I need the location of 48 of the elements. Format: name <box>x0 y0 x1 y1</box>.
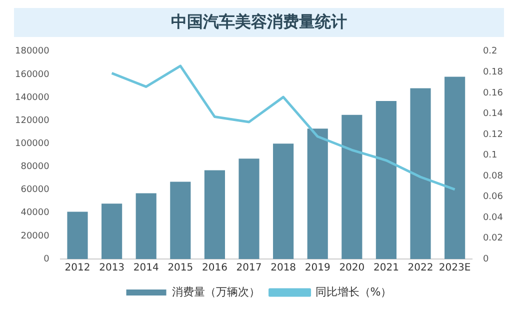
y2-tick-label: 0.2 <box>482 46 498 57</box>
y-tick-label: 120000 <box>14 116 50 126</box>
y-tick-label: 0 <box>44 254 50 264</box>
y-tick-label: 180000 <box>14 46 50 57</box>
y2-tick-label: 0.12 <box>482 130 504 140</box>
x-tick-label: 2018 <box>270 262 296 274</box>
bar <box>136 193 156 259</box>
y2-tick-label: 0.18 <box>482 68 504 78</box>
y2-tick-label: 0 <box>482 254 489 264</box>
y2-tick-label: 0.02 <box>482 234 504 244</box>
bar <box>444 76 466 259</box>
x-tick-label: 2020 <box>339 262 365 274</box>
bar <box>410 88 431 259</box>
y-tick-label: 140000 <box>14 92 50 103</box>
bar <box>204 170 225 259</box>
legend-label: 同比增长（%） <box>315 285 392 298</box>
x-tick-label: 2023E <box>438 262 471 274</box>
x-tick-label: 2016 <box>202 262 228 274</box>
y-tick-label: 60000 <box>20 185 50 196</box>
x-tick-label: 2022 <box>408 262 434 274</box>
y2-tick-label: 0.06 <box>482 192 504 202</box>
y-tick-label: 40000 <box>20 208 50 218</box>
bar <box>238 158 260 259</box>
y2-tick-label: 0.16 <box>482 88 504 98</box>
y2-tick-label: 0.08 <box>482 171 504 182</box>
y2-tick-label: 0.14 <box>482 109 504 120</box>
x-tick-label: 2017 <box>236 262 262 274</box>
bar <box>376 100 396 259</box>
x-tick-label: 2014 <box>133 262 159 274</box>
x-tick-label: 2012 <box>64 262 90 274</box>
chart-title: 中国汽车美容消费量统计 <box>14 8 504 37</box>
bar <box>67 212 88 259</box>
bar <box>102 204 122 259</box>
bar <box>273 144 294 259</box>
x-tick-label: 2021 <box>373 262 399 274</box>
y2-tick-label: 0.1 <box>482 150 498 161</box>
y-tick-label: 160000 <box>14 70 50 80</box>
x-tick-label: 2019 <box>304 262 330 274</box>
x-tick-label: 2015 <box>168 262 194 274</box>
bar <box>342 114 362 259</box>
bar <box>170 182 191 259</box>
y2-tick-label: 0.04 <box>482 212 504 223</box>
legend-label: 消费量（万辆次） <box>172 285 260 298</box>
bar <box>307 128 328 259</box>
y-tick-label: 20000 <box>20 231 50 242</box>
x-tick-label: 2013 <box>99 262 125 274</box>
y-tick-label: 100000 <box>14 139 50 150</box>
y-tick-label: 80000 <box>20 162 50 172</box>
